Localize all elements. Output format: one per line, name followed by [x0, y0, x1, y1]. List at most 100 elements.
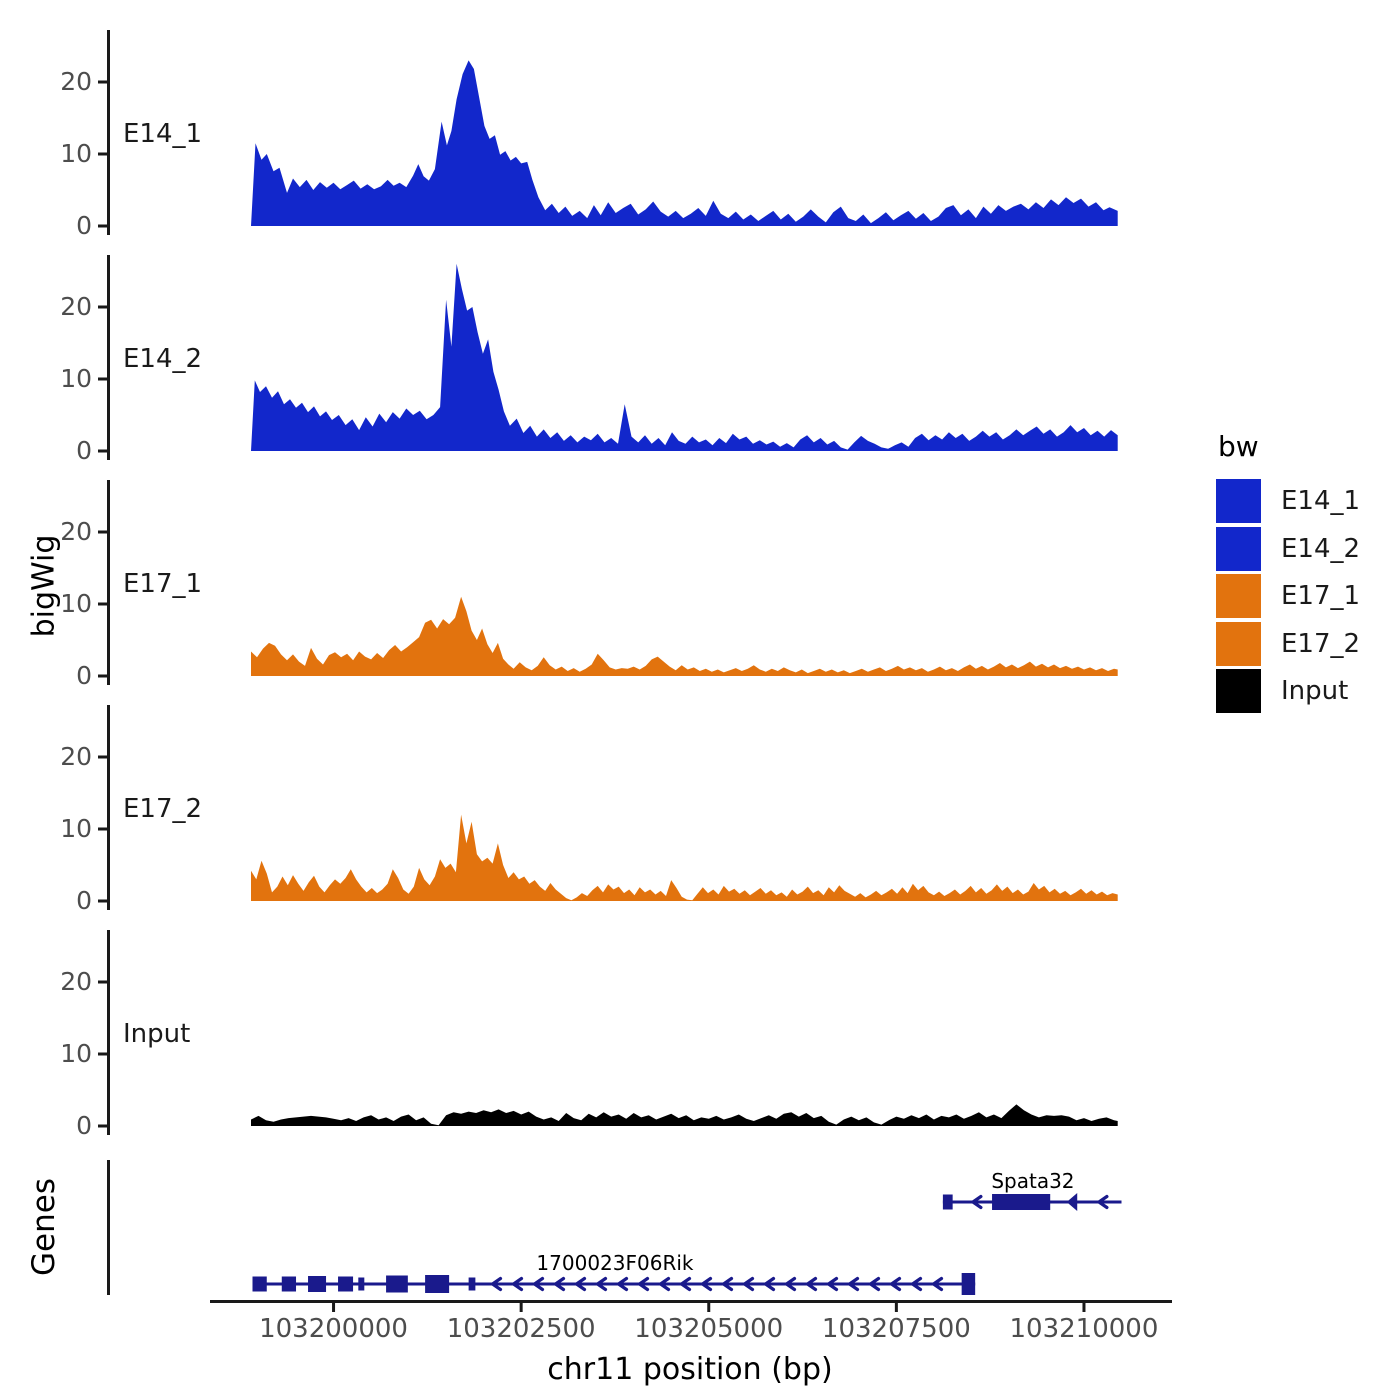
- y-tick-label-E17_2-10: 10: [60, 814, 92, 843]
- gene-strand-arrow: [510, 1276, 524, 1292]
- legend-row-E17_2: E17_2: [1216, 621, 1361, 666]
- y-tick-E17_2-0: [98, 899, 107, 903]
- y-tick-E14_2-0: [98, 449, 107, 453]
- y-axis-line-E14_1: [107, 30, 110, 235]
- legend: bw E14_1 E14_2 E17_1 E17_2 Input: [1216, 430, 1360, 717]
- legend-swatch-E17_2: [1216, 621, 1261, 666]
- x-tick-label-103202500: 103202500: [446, 1314, 596, 1344]
- y-tick-label-E14_2-0: 0: [76, 436, 92, 465]
- gene-exon-arrow-Spata32: [1066, 1193, 1078, 1211]
- gene-strand-arrow: [657, 1276, 671, 1292]
- y-tick-Input-20: [98, 980, 107, 984]
- gene-strand-arrow: [867, 1276, 881, 1292]
- legend-entry-label-E14_1: E14_1: [1281, 486, 1361, 516]
- y-tick-label-E17_2-20: 20: [60, 742, 92, 771]
- coverage-area-E17_2: [251, 814, 1118, 901]
- gene-exon-1700023F06Rik: [961, 1273, 976, 1295]
- y-tick-label-Input-10: 10: [60, 1039, 92, 1068]
- y-tick-E14_1-0: [98, 224, 107, 228]
- legend-swatch-E14_2: [1216, 526, 1261, 571]
- gene-label-1700023F06Rik: 1700023F06Rik: [536, 1251, 694, 1275]
- y-axis-line-E14_2: [107, 255, 110, 460]
- gene-strand-arrow: [888, 1276, 902, 1292]
- x-tick-103202500: [519, 1303, 523, 1312]
- gene-exon-1700023F06Rik: [338, 1276, 354, 1292]
- gene-label-Spata32: Spata32: [991, 1169, 1075, 1193]
- gene-strand-arrow: [699, 1276, 713, 1292]
- legend-row-E14_2: E14_2: [1216, 526, 1361, 571]
- y-tick-E17_2-20: [98, 755, 107, 759]
- y-tick-label-Input-20: 20: [60, 967, 92, 996]
- gene-line-1700023F06Rik: [252, 1282, 976, 1286]
- legend-title: bw: [1218, 430, 1259, 463]
- legend-rows: E14_1 E14_2 E17_1 E17_2 Input: [1216, 479, 1360, 713]
- y-tick-E14_1-20: [98, 80, 107, 84]
- y-axis-line-Input: [107, 930, 110, 1135]
- legend-entry-label-E14_2: E14_2: [1281, 533, 1361, 564]
- gene-strand-arrow: [615, 1276, 629, 1292]
- gene-strand-arrow: [930, 1276, 944, 1292]
- x-tick-103210000: [1082, 1303, 1086, 1312]
- gene-strand-arrow: [909, 1276, 923, 1292]
- gene-exon-1700023F06Rik: [308, 1276, 327, 1292]
- gene-exon-1700023F06Rik: [386, 1275, 408, 1293]
- y-tick-Input-0: [98, 1124, 107, 1128]
- legend-entry-label-Input: Input: [1281, 676, 1349, 706]
- gene-exon-1700023F06Rik: [468, 1277, 476, 1291]
- x-tick-label-103210000: 103210000: [1009, 1314, 1159, 1344]
- gene-exon-1700023F06Rik: [281, 1276, 297, 1292]
- legend-row-Input: Input: [1216, 669, 1360, 713]
- x-tick-label-103205000: 103205000: [634, 1314, 784, 1344]
- track-label-E17_1: E17_1: [123, 569, 203, 599]
- y-tick-label-E14_1-0: 0: [76, 211, 92, 240]
- y-axis-line-E17_2: [107, 705, 110, 910]
- gene-strand-arrow: [720, 1276, 734, 1292]
- track-label-E14_2: E14_2: [123, 344, 203, 374]
- gene-exon-1700023F06Rik: [425, 1275, 450, 1293]
- y-tick-label-E17_1-20: 20: [60, 517, 92, 546]
- coverage-area-E14_2: [251, 263, 1118, 451]
- x-axis-title: chr11 position (bp): [547, 1352, 833, 1387]
- gene-exon-1700023F06Rik: [252, 1276, 267, 1292]
- track-label-Input: Input: [123, 1019, 191, 1049]
- y-tick-label-Input-0: 0: [76, 1111, 92, 1140]
- gene-strand-arrow: [1096, 1194, 1109, 1210]
- x-tick-103200000: [332, 1303, 336, 1312]
- legend-swatch-E14_1: [1216, 479, 1261, 523]
- y-tick-E14_2-10: [98, 377, 107, 381]
- genes-axis-line: [107, 1160, 110, 1295]
- coverage-area-E17_1: [251, 596, 1118, 676]
- y-tick-E17_1-10: [98, 602, 107, 606]
- y-tick-label-E14_2-20: 20: [60, 292, 92, 321]
- y-tick-E14_2-20: [98, 305, 107, 309]
- y-axis-line-E17_1: [107, 480, 110, 685]
- x-tick-label-103207500: 103207500: [821, 1314, 971, 1344]
- gene-strand-arrow: [573, 1276, 587, 1292]
- gene-strand-arrow: [594, 1276, 608, 1292]
- y-tick-E17_1-0: [98, 674, 107, 678]
- y-tick-E17_2-10: [98, 827, 107, 831]
- coverage-area-Input: [251, 1104, 1118, 1126]
- gene-strand-arrow: [489, 1276, 503, 1292]
- gene-exon-Spata32: [942, 1194, 953, 1210]
- legend-row-E17_1: E17_1: [1216, 574, 1360, 618]
- legend-swatch-Input: [1216, 669, 1261, 713]
- legend-entry-label-E17_2: E17_2: [1281, 628, 1361, 659]
- y-tick-label-E17_1-10: 10: [60, 589, 92, 618]
- gene-strand-arrow: [783, 1276, 797, 1292]
- y-tick-E14_1-10: [98, 152, 107, 156]
- y-tick-label-E14_1-20: 20: [60, 67, 92, 96]
- gene-strand-arrow: [804, 1276, 818, 1292]
- gene-exon-1700023F06Rik: [358, 1277, 365, 1291]
- gene-strand-arrow: [741, 1276, 755, 1292]
- y-tick-label-E14_2-10: 10: [60, 364, 92, 393]
- y-tick-Input-10: [98, 1052, 107, 1056]
- track-label-E17_2: E17_2: [123, 794, 203, 824]
- coverage-area-E14_1: [251, 60, 1118, 227]
- gene-strand-arrow: [970, 1194, 983, 1210]
- x-tick-103205000: [707, 1303, 711, 1312]
- x-axis-line: [210, 1300, 1172, 1303]
- y-tick-label-E14_1-10: 10: [60, 139, 92, 168]
